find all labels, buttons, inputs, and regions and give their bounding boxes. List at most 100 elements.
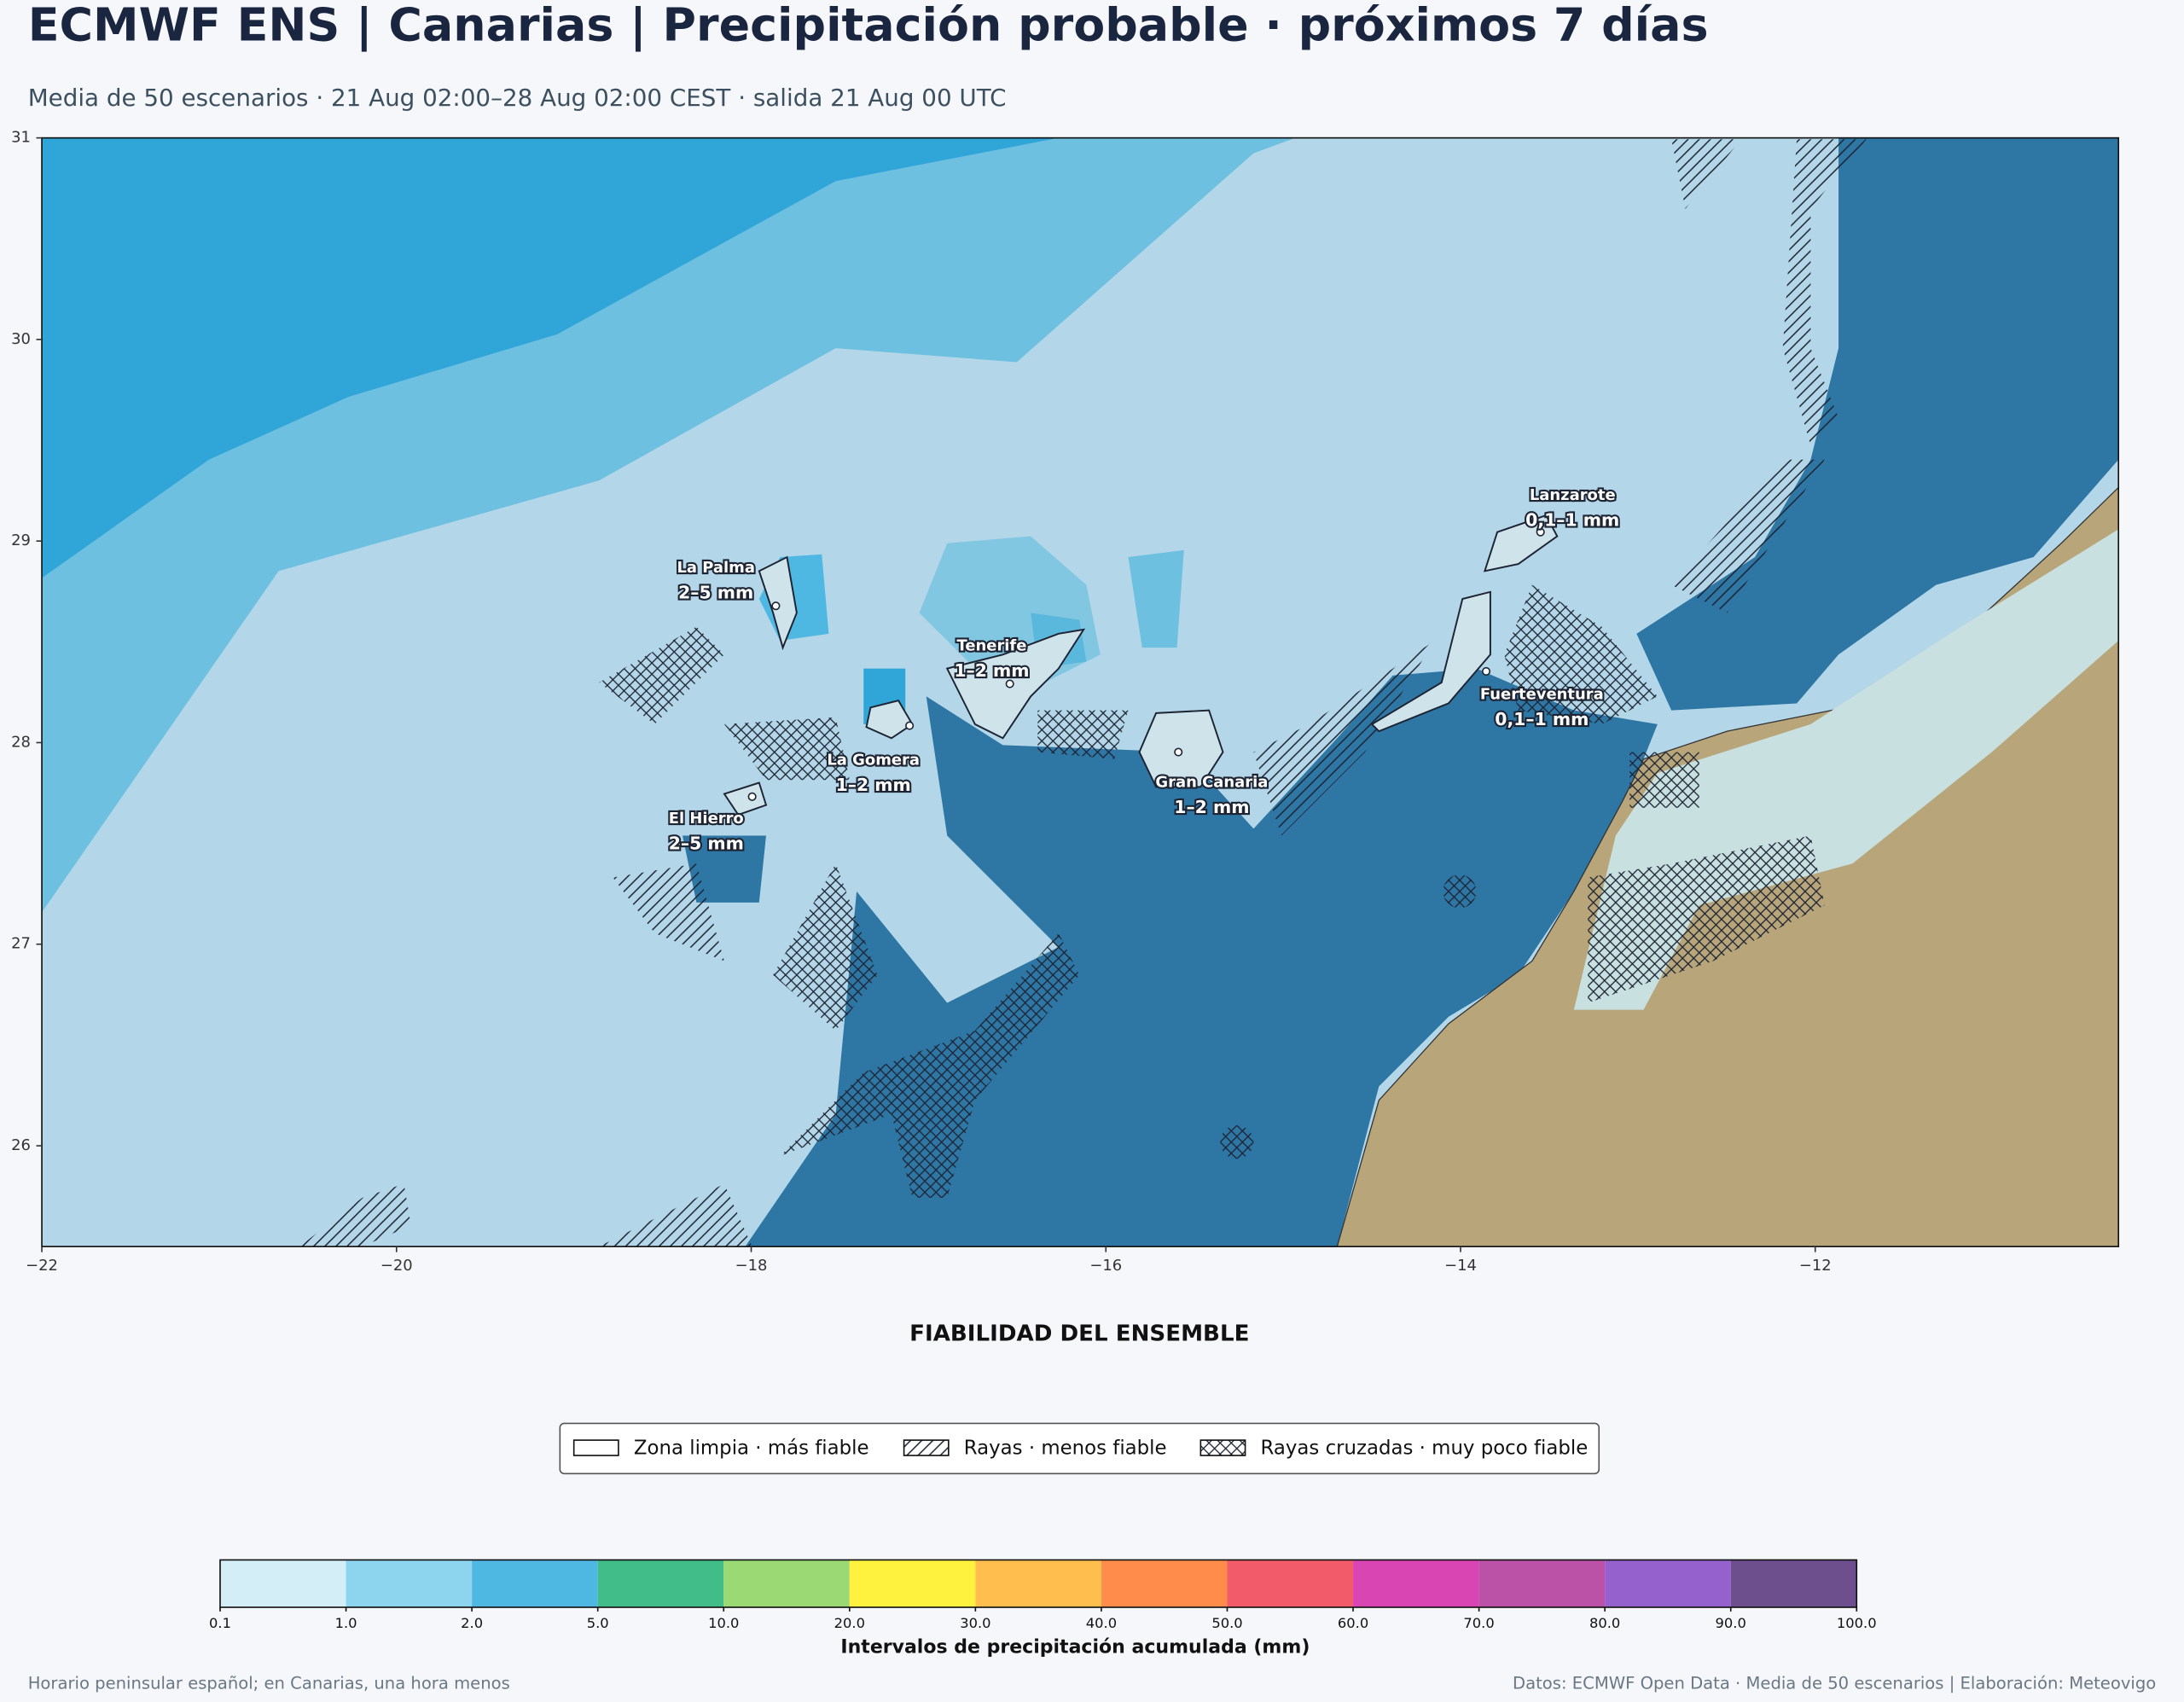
island-dot — [771, 601, 781, 611]
island-dot — [1005, 679, 1014, 688]
island-range: 1–2 mm — [954, 660, 1029, 681]
colorbar-segment — [220, 1560, 346, 1607]
colorbar-segment — [1478, 1560, 1606, 1607]
island-range: 0,1–1 mm — [1525, 510, 1619, 531]
y-tick-label: 26 — [11, 1136, 31, 1154]
island-dot — [905, 721, 915, 730]
island — [1370, 590, 1491, 733]
precip-patch — [1128, 549, 1184, 648]
colorbar-segment — [1605, 1560, 1731, 1607]
footer-left: Horario peninsular español; en Canarias,… — [28, 1673, 510, 1693]
colorbar-label: Intervalos de precipitación acumulada (m… — [840, 1636, 1310, 1658]
colorbar-frame — [219, 1559, 1858, 1608]
hatch — [1588, 835, 1825, 1003]
island-range: 2–5 mm — [678, 582, 753, 602]
legend-title: FIABILIDAD DEL ENSEMBLE — [909, 1322, 1249, 1347]
subtitle: Media de 50 escenarios · 21 Aug 02:00–28… — [28, 84, 1007, 112]
island-name: El Hierro — [669, 810, 744, 828]
hatch — [773, 863, 878, 1031]
colorbar-tick-label: 50.0 — [1211, 1615, 1242, 1631]
island-name: Fuerteventura — [1480, 686, 1604, 704]
x-tick-label: −20 — [380, 1257, 413, 1275]
hatch — [1671, 459, 1825, 613]
colorbar-segment — [346, 1560, 473, 1607]
colorbar-segment — [1730, 1560, 1857, 1607]
hatch — [1629, 752, 1699, 808]
island-name: Tenerife — [956, 637, 1026, 655]
island-range: 1–2 mm — [1174, 797, 1249, 817]
island-dot — [1481, 666, 1491, 676]
footer-right: Datos: ECMWF Open Data · Media de 50 esc… — [1513, 1673, 2156, 1693]
island — [865, 700, 914, 740]
colorbar-tick-label: 90.0 — [1716, 1615, 1746, 1631]
colorbar-tick-label: 40.0 — [1086, 1615, 1117, 1631]
y-tick-label: 28 — [11, 733, 31, 751]
hatch — [1671, 139, 1741, 209]
x-tick-label: −16 — [1089, 1257, 1122, 1275]
hatch — [299, 1183, 411, 1247]
y-tick-label: 31 — [11, 129, 31, 147]
y-tick-label: 27 — [11, 935, 31, 953]
colorbar-segment — [975, 1560, 1101, 1607]
colorbar-tick-label: 5.0 — [587, 1615, 609, 1631]
island-range: 2–5 mm — [669, 833, 744, 853]
island-name: La Gomera — [827, 751, 920, 769]
island-dot — [747, 792, 757, 801]
hatch — [724, 717, 850, 781]
precip-band — [42, 137, 1059, 578]
island-name: Lanzarote — [1530, 486, 1616, 504]
colorbar-tick-label: 70.0 — [1463, 1615, 1494, 1631]
x-tick-label: −18 — [735, 1257, 768, 1275]
island — [1138, 709, 1224, 788]
legend-item: Rayas · menos fiable — [964, 1437, 1167, 1459]
sea-dark — [1636, 137, 2119, 711]
island-range: 1–2 mm — [836, 775, 911, 795]
colorbar-tick-label: 0.1 — [209, 1615, 231, 1631]
hatch — [599, 626, 725, 724]
colorbar-segment — [1353, 1560, 1479, 1607]
y-tick-label: 29 — [11, 532, 31, 549]
hatch — [1504, 584, 1658, 724]
colorbar-tick-label: 80.0 — [1589, 1615, 1620, 1631]
colorbar-tick-label: 60.0 — [1338, 1615, 1368, 1631]
hatch — [1782, 139, 1867, 446]
island-range: 0,1–1 mm — [1495, 709, 1589, 729]
legend-box — [559, 1422, 1600, 1475]
colorbar-tick-label: 10.0 — [708, 1615, 739, 1631]
title: ECMWF ENS | Canarias | Precipitación pro… — [28, 0, 1709, 51]
y-tick-label: 30 — [11, 330, 31, 348]
legend-swatch — [572, 1439, 619, 1456]
legend-item: Zona limpia · más fiable — [634, 1437, 869, 1459]
hatch — [613, 863, 725, 961]
island-dot — [1536, 527, 1545, 537]
colorbar-segment — [849, 1560, 976, 1607]
hatch — [1220, 1125, 1254, 1159]
hatch — [780, 932, 1080, 1199]
colorbar-tick-label: 2.0 — [461, 1615, 483, 1631]
legend-swatch — [1199, 1439, 1246, 1456]
island-name: La Palma — [677, 559, 754, 577]
legend-swatch — [903, 1439, 950, 1456]
island-dot — [1174, 747, 1183, 757]
sea-dark — [682, 835, 766, 903]
map-frame — [41, 137, 2120, 1247]
colorbar-tick-label: 1.0 — [335, 1615, 357, 1631]
x-tick-label: −12 — [1799, 1257, 1832, 1275]
colorbar-segment — [723, 1560, 850, 1607]
hatch — [599, 1183, 752, 1247]
hatch — [1253, 640, 1435, 836]
x-tick-label: −22 — [26, 1257, 58, 1275]
hatch — [1037, 710, 1129, 759]
colorbar-segment — [472, 1560, 598, 1607]
colorbar-tick-label: 30.0 — [960, 1615, 990, 1631]
colorbar-segment — [1227, 1560, 1354, 1607]
legend-item: Rayas cruzadas · muy poco fiable — [1261, 1437, 1589, 1459]
colorbar-segment — [597, 1560, 724, 1607]
island — [945, 628, 1086, 740]
island — [723, 781, 768, 816]
colorbar-tick-label: 20.0 — [834, 1615, 865, 1631]
island-name: Gran Canaria — [1155, 774, 1268, 792]
map — [42, 137, 2119, 1247]
